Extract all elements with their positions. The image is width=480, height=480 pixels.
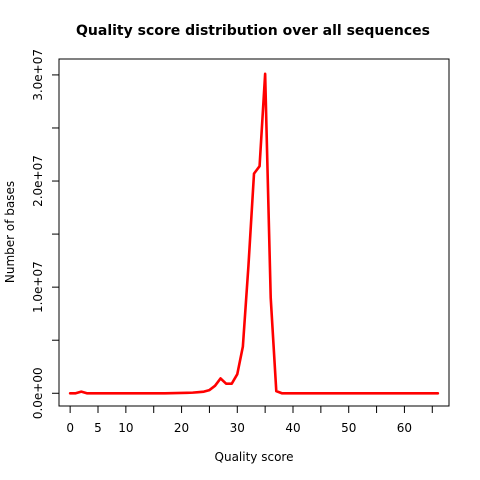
x-tick-label: 30 — [230, 421, 245, 435]
series-line — [68, 72, 440, 395]
chart-title: Quality score distribution over all sequ… — [76, 23, 430, 39]
x-tick-label: 5 — [94, 421, 102, 435]
y-axis-label: Number of bases — [3, 181, 17, 283]
plot-area-frame — [58, 58, 450, 407]
x-tick-label: 40 — [285, 421, 300, 435]
y-axis: 0.0e+00 1.0e+07 2.0e+07 3.0e+07 — [31, 49, 59, 419]
x-axis-label: Quality score — [215, 450, 294, 464]
x-tick-label: 0 — [66, 421, 74, 435]
x-axis: 0 5 10 20 30 40 50 60 — [66, 406, 433, 435]
y-tick-label: 3.0e+07 — [31, 49, 45, 101]
x-tick-label: 60 — [397, 421, 412, 435]
x-tick-label: 20 — [174, 421, 189, 435]
x-tick-label: 50 — [341, 421, 356, 435]
y-tick-label: 1.0e+07 — [31, 261, 45, 313]
y-tick-label: 0.0e+00 — [31, 367, 45, 419]
series-layer — [68, 72, 440, 395]
y-tick-label: 2.0e+07 — [31, 155, 45, 207]
x-tick-label: 10 — [118, 421, 133, 435]
